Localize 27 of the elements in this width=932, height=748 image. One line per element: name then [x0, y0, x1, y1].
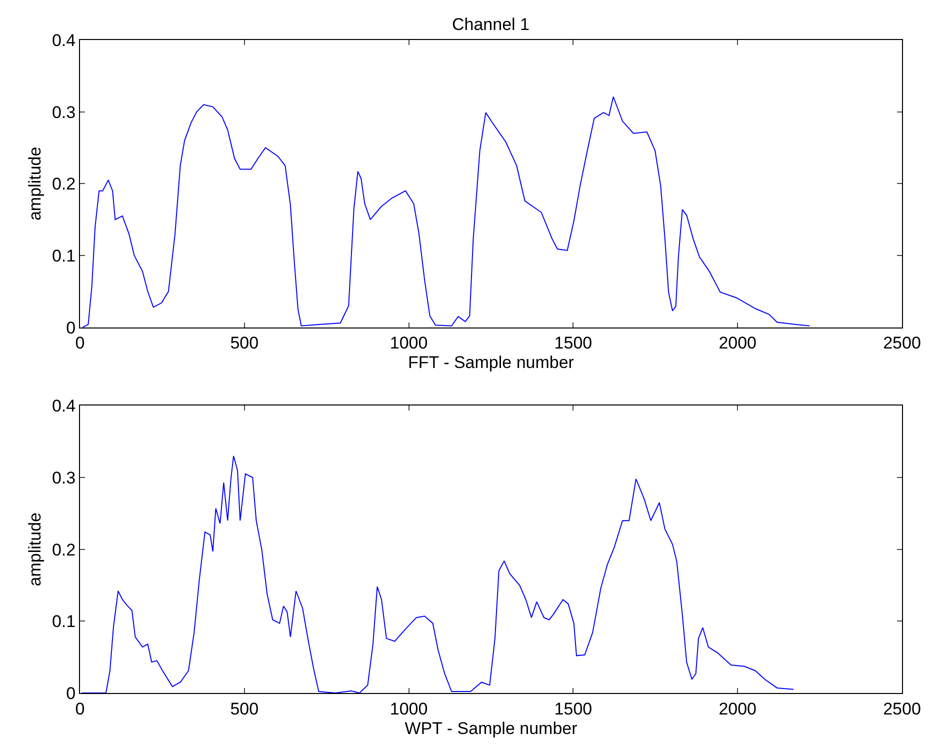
x-axis-title: WPT - Sample number	[404, 718, 578, 738]
x-tick-label: 500	[230, 699, 259, 718]
line-series	[81, 455, 794, 693]
x-tick-label: 2000	[718, 699, 757, 718]
y-tick-label: 0.4	[52, 30, 76, 50]
x-axis-title: FFT - Sample number	[408, 353, 574, 372]
y-tick-label: 0.1	[52, 246, 76, 266]
y-tick-label: 0.2	[52, 540, 76, 560]
y-tick-label: 0.3	[52, 468, 76, 488]
x-tick-label: 1500	[554, 699, 592, 718]
x-tick-label: 1000	[390, 699, 428, 718]
y-tick-label: 0.4	[52, 396, 76, 416]
x-tick-label: 500	[230, 334, 259, 353]
y-tick-label: 0.3	[52, 102, 76, 122]
x-tick-label: 2500	[883, 334, 921, 353]
x-tick-label: 2000	[718, 334, 757, 353]
x-tick-label: 1000	[390, 334, 428, 353]
x-tick-label: 1500	[554, 334, 592, 353]
y-axis-title: amplitude	[26, 146, 45, 221]
chart-title: Channel 1	[452, 15, 530, 34]
y-tick-label: 0	[66, 684, 76, 703]
y-tick-label: 0	[66, 318, 76, 338]
x-tick-label: 2500	[883, 699, 921, 718]
line-series	[82, 96, 810, 328]
y-tick-label: 0.1	[52, 612, 76, 632]
y-axis-title: amplitude	[26, 512, 45, 586]
y-tick-label: 0.2	[52, 174, 76, 194]
